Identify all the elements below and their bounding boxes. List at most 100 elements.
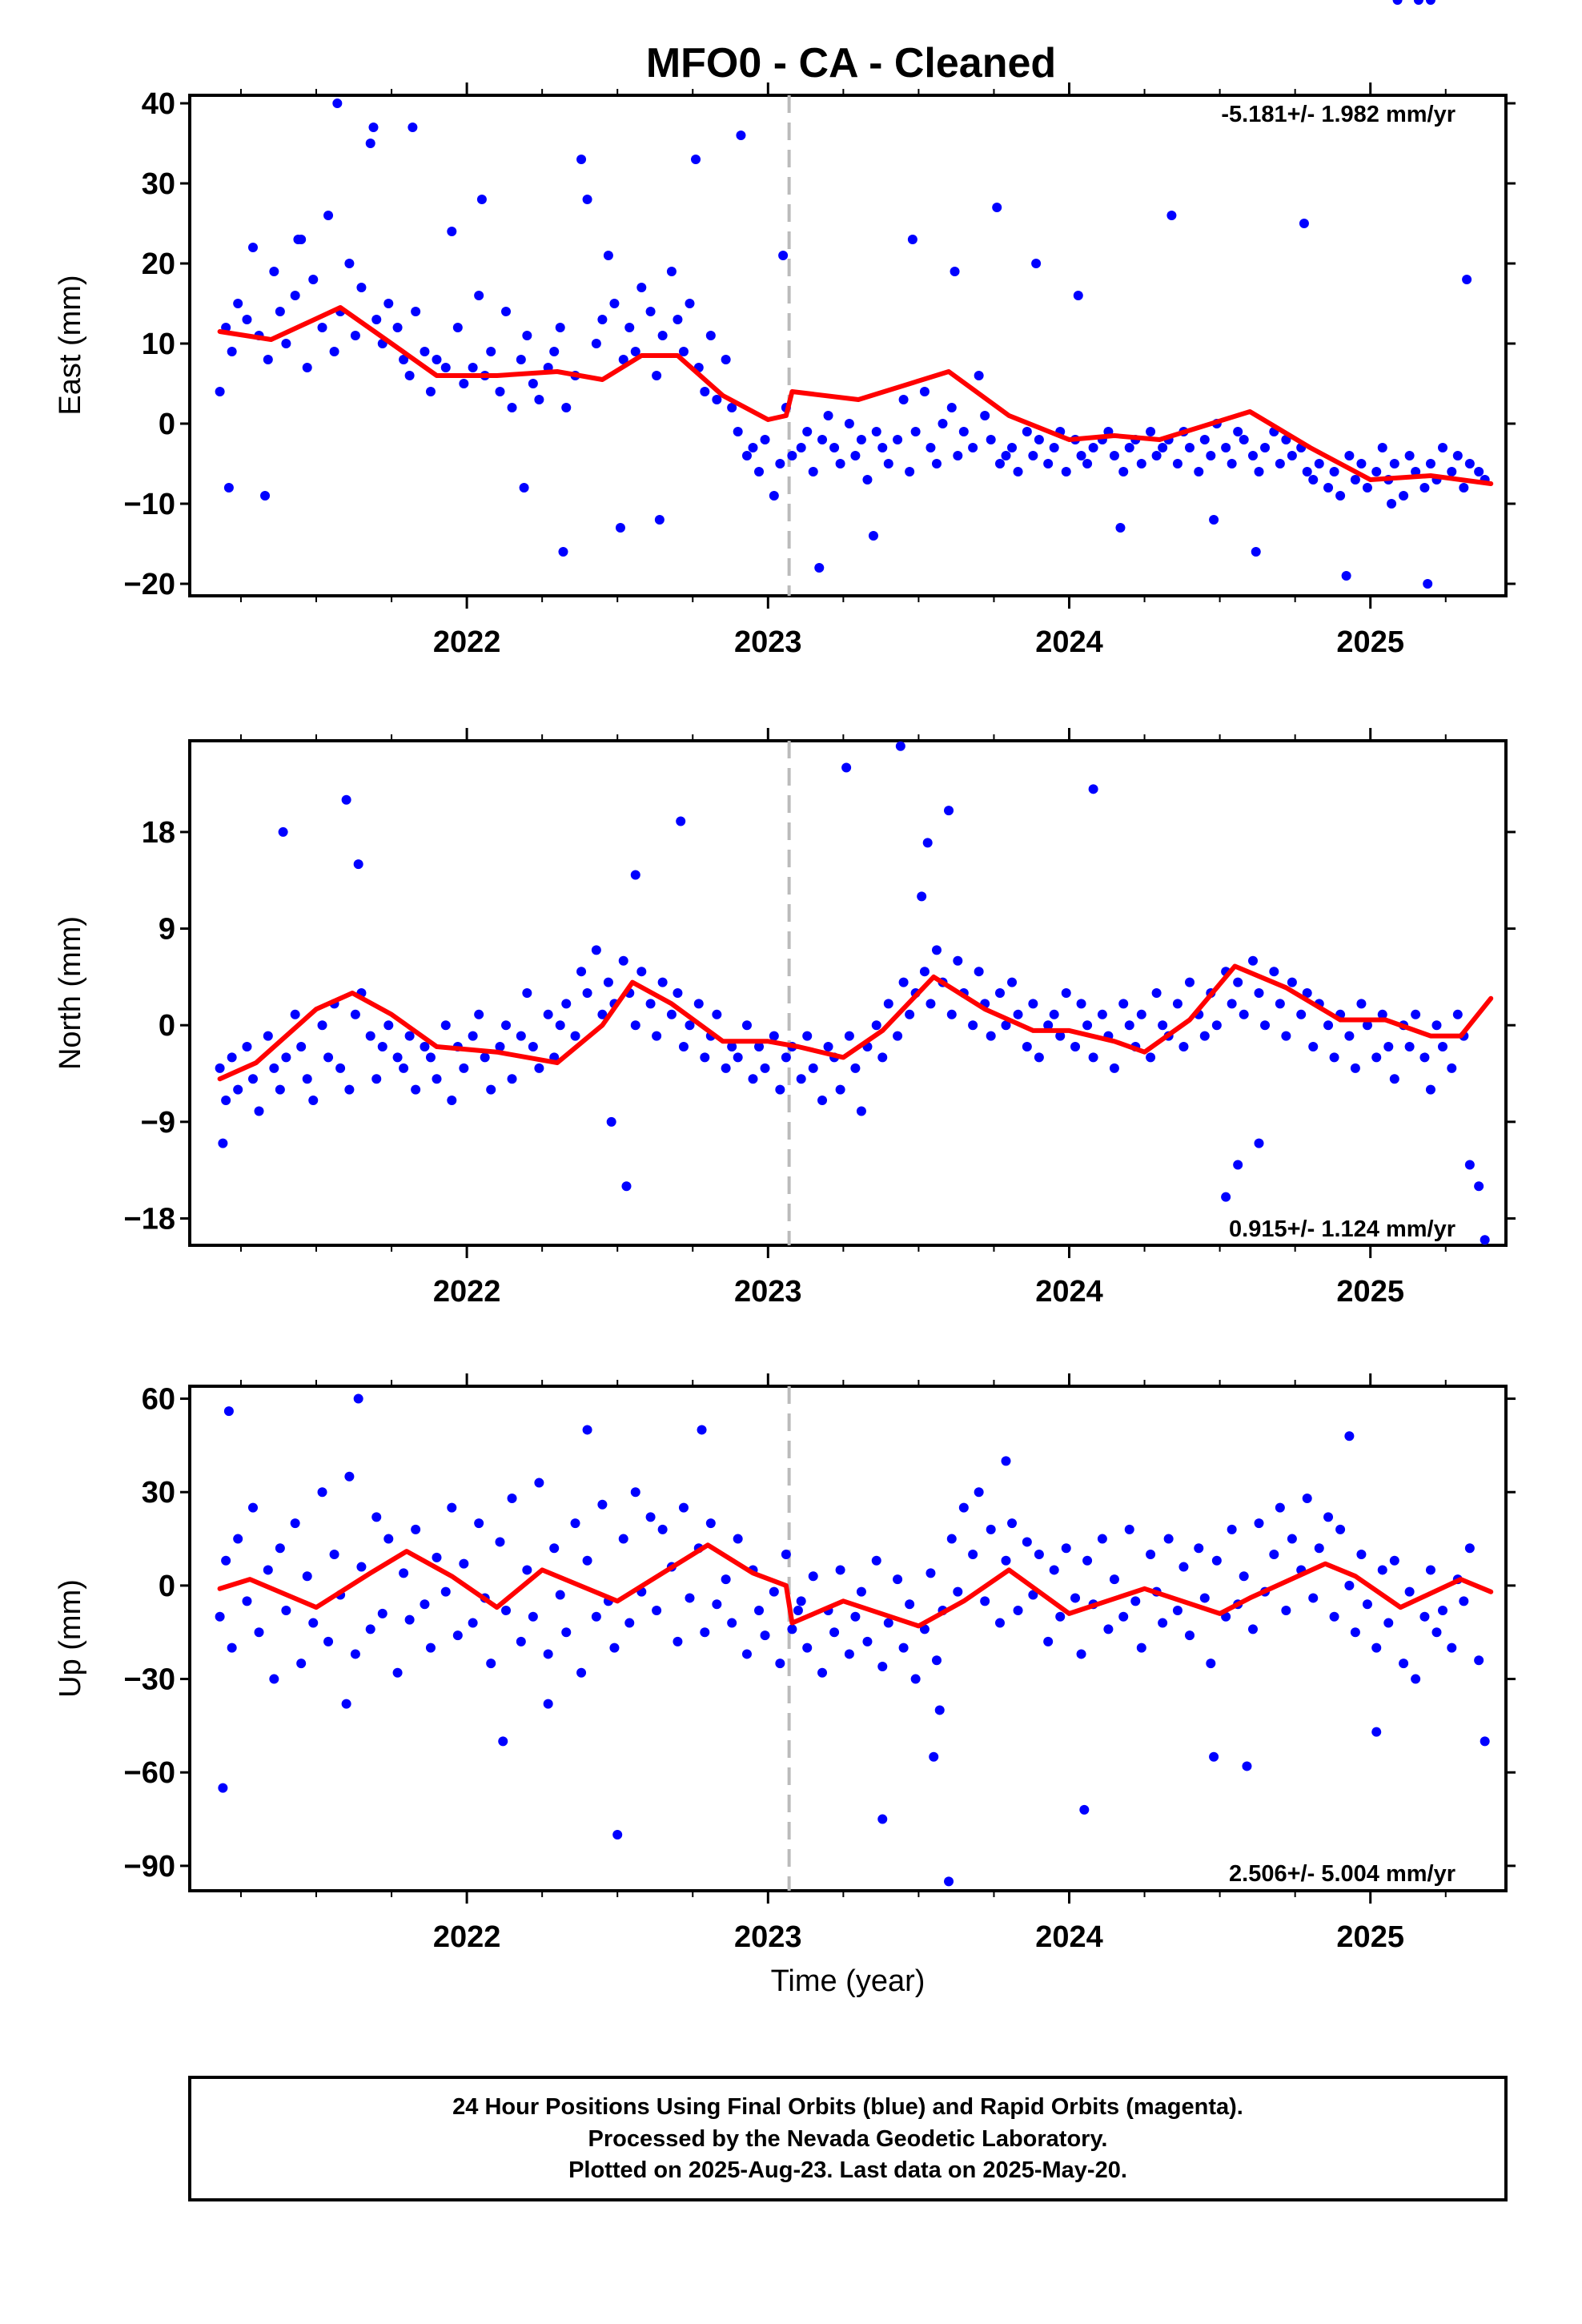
- data-point: [227, 1052, 237, 1063]
- data-point: [516, 1636, 526, 1647]
- data-point: [829, 443, 840, 452]
- data-point: [673, 1636, 683, 1647]
- data-point: [344, 1471, 355, 1482]
- data-point: [543, 1699, 553, 1709]
- data-point: [1022, 1042, 1032, 1052]
- data-point: [1474, 467, 1484, 476]
- data-point: [1329, 1611, 1339, 1622]
- data-point: [486, 347, 496, 356]
- data-point: [781, 1052, 791, 1063]
- data-point: [974, 967, 984, 977]
- data-point: [814, 563, 825, 573]
- data-point: [612, 1830, 623, 1839]
- model-curve-group: [217, 963, 1494, 1082]
- data-point: [399, 1568, 409, 1578]
- data-point: [1323, 483, 1334, 493]
- panel-east: −20 −10 0 10 20 30 40 2022 2023 2024 2025 East (m…: [54, 82, 1516, 659]
- x-tick-label: 2022: [433, 1275, 501, 1309]
- data-point: [323, 1052, 334, 1063]
- data-point: [383, 1534, 394, 1544]
- data-point: [1163, 1534, 1174, 1544]
- data-point: [501, 1020, 512, 1031]
- data-point: [1061, 988, 1071, 998]
- data-point: [221, 1096, 231, 1106]
- data-point: [1329, 467, 1339, 476]
- data-point: [290, 1009, 300, 1019]
- data-point: [591, 339, 601, 348]
- data-point: [507, 403, 517, 412]
- data-point: [1431, 1627, 1442, 1638]
- data-point: [700, 387, 710, 396]
- y-tick-label: 0: [159, 1009, 175, 1043]
- data-point: [1055, 1611, 1066, 1622]
- data-point: [275, 1084, 285, 1095]
- data-point: [910, 1674, 921, 1684]
- panel-north: −18 −9 0 9 18 2022 2023 2024 2025 North (mm) 0.…: [54, 0, 1516, 1309]
- data-point: [986, 1031, 996, 1041]
- data-point: [808, 1063, 818, 1073]
- data-point: [411, 1524, 421, 1534]
- data-point: [411, 1084, 421, 1095]
- data-point: [468, 1618, 478, 1628]
- data-point: [868, 531, 878, 541]
- data-point: [576, 967, 587, 977]
- data-point: [1308, 1593, 1319, 1603]
- data-point: [597, 1499, 608, 1510]
- data-point: [657, 331, 668, 340]
- data-point: [1383, 1618, 1394, 1628]
- data-point: [712, 395, 722, 404]
- data-point: [474, 1009, 484, 1019]
- data-point: [1233, 977, 1243, 987]
- data-point: [495, 1537, 505, 1547]
- data-point: [263, 355, 273, 364]
- data-point: [404, 1031, 415, 1041]
- data-point: [254, 1106, 264, 1116]
- data-point: [404, 371, 415, 380]
- data-point: [760, 1630, 770, 1641]
- rate-annotation: 2.506+/- 5.004 mm/yr: [1229, 1861, 1456, 1887]
- data-point: [215, 1063, 225, 1073]
- data-point: [1239, 435, 1249, 444]
- data-point: [534, 1063, 544, 1073]
- x-tick-labels: 2022 2023 2024 2025: [433, 1920, 1404, 1954]
- data-point: [440, 363, 451, 372]
- y-tick-label: 30: [142, 1476, 175, 1510]
- x-tick-label: 2024: [1035, 1920, 1103, 1954]
- data-point: [1329, 1052, 1339, 1063]
- data-point: [603, 251, 613, 260]
- data-point: [802, 1642, 813, 1653]
- data-point: [898, 1642, 909, 1653]
- data-point: [495, 1042, 505, 1052]
- data-point: [1007, 1518, 1018, 1529]
- data-point: [1356, 1550, 1367, 1559]
- data-point: [1124, 1020, 1134, 1031]
- data-point: [1124, 1524, 1134, 1534]
- data-point: [705, 331, 716, 340]
- data-point: [1007, 443, 1018, 452]
- data-point: [452, 1630, 463, 1641]
- y-tick-label: −18: [124, 1202, 175, 1236]
- data-point: [1323, 1020, 1334, 1031]
- data-point: [856, 435, 866, 444]
- data-point: [365, 1031, 375, 1041]
- data-point: [1411, 1674, 1421, 1684]
- data-point: [223, 483, 234, 493]
- data-point: [705, 1518, 716, 1529]
- data-point: [1088, 443, 1098, 452]
- data-point: [242, 315, 252, 324]
- data-point: [802, 427, 813, 436]
- data-point: [486, 1084, 496, 1095]
- y-tick-label: 10: [142, 328, 175, 361]
- data-point: [420, 347, 430, 356]
- data-point: [844, 1031, 854, 1041]
- data-point: [227, 1642, 237, 1653]
- data-point: [597, 1009, 608, 1019]
- data-point: [1199, 1031, 1210, 1041]
- data-point: [748, 1074, 758, 1084]
- data-point: [528, 1611, 538, 1622]
- data-point: [248, 1502, 259, 1513]
- data-point: [1118, 1611, 1129, 1622]
- data-point: [618, 355, 628, 364]
- data-point: [1377, 1565, 1387, 1575]
- data-point: [408, 123, 418, 132]
